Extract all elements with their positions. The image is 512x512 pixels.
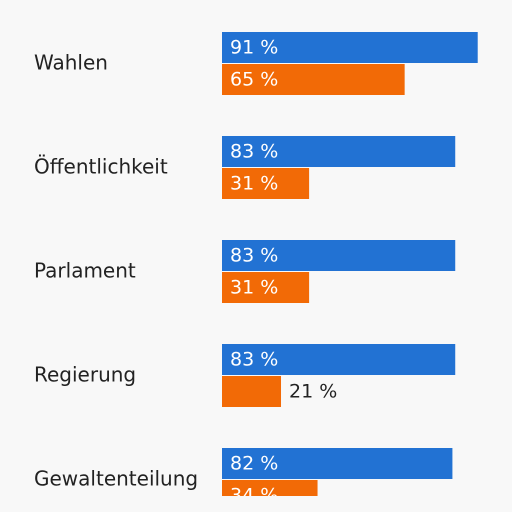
bar <box>222 272 310 303</box>
plot: Wahlen 91 % 65 % Öffentlichkeit 83 % 31 % Parl… <box>34 32 478 511</box>
bar <box>222 448 453 479</box>
value-label: 83 % <box>230 141 278 163</box>
bar <box>222 136 456 167</box>
category-label: Parlament <box>34 259 136 283</box>
category-label: Wahlen <box>34 51 108 75</box>
category-label: Regierung <box>34 363 136 387</box>
value-label: 83 % <box>230 245 278 267</box>
bar <box>222 376 282 407</box>
category-label: Öffentlichkeit <box>34 155 168 179</box>
bottom-fade <box>0 496 512 512</box>
bar <box>222 344 456 375</box>
value-label: 21 % <box>289 381 337 403</box>
bar <box>222 240 456 271</box>
value-label: 91 % <box>230 37 278 59</box>
bar <box>222 32 478 63</box>
bar <box>222 168 310 199</box>
value-label: 31 % <box>230 277 278 299</box>
value-label: 82 % <box>230 453 278 475</box>
category-label: Gewaltenteilung <box>34 467 198 491</box>
bar <box>222 64 405 95</box>
value-label: 65 % <box>230 69 278 91</box>
value-label: 83 % <box>230 349 278 371</box>
value-label: 31 % <box>230 173 278 195</box>
